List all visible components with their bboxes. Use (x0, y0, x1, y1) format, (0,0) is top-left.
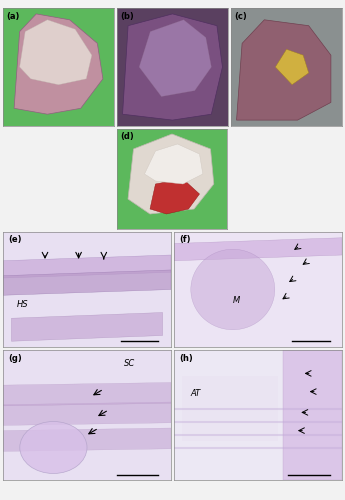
Polygon shape (150, 179, 199, 214)
Polygon shape (237, 20, 331, 120)
Polygon shape (14, 14, 103, 114)
Text: AT: AT (191, 388, 201, 398)
Polygon shape (145, 144, 203, 184)
Text: (a): (a) (6, 12, 20, 20)
Text: (h): (h) (179, 354, 193, 363)
Polygon shape (275, 50, 309, 84)
Polygon shape (3, 255, 171, 278)
Text: M: M (233, 296, 240, 306)
Polygon shape (139, 20, 211, 96)
Text: (g): (g) (8, 354, 22, 363)
Polygon shape (20, 20, 92, 84)
Ellipse shape (20, 422, 87, 474)
Text: (e): (e) (8, 236, 21, 244)
Polygon shape (122, 14, 223, 120)
Ellipse shape (191, 249, 275, 330)
Text: SC: SC (124, 358, 135, 368)
Text: (b): (b) (120, 12, 134, 20)
Text: HS: HS (17, 300, 28, 308)
Polygon shape (128, 134, 214, 214)
Polygon shape (183, 376, 278, 441)
Polygon shape (3, 402, 171, 425)
Polygon shape (174, 238, 342, 261)
Text: (f): (f) (179, 236, 190, 244)
Text: (c): (c) (234, 12, 247, 20)
Polygon shape (3, 428, 171, 452)
Polygon shape (3, 382, 171, 406)
Text: (d): (d) (120, 132, 134, 141)
Polygon shape (283, 350, 342, 480)
Polygon shape (11, 312, 162, 341)
Polygon shape (3, 270, 171, 295)
